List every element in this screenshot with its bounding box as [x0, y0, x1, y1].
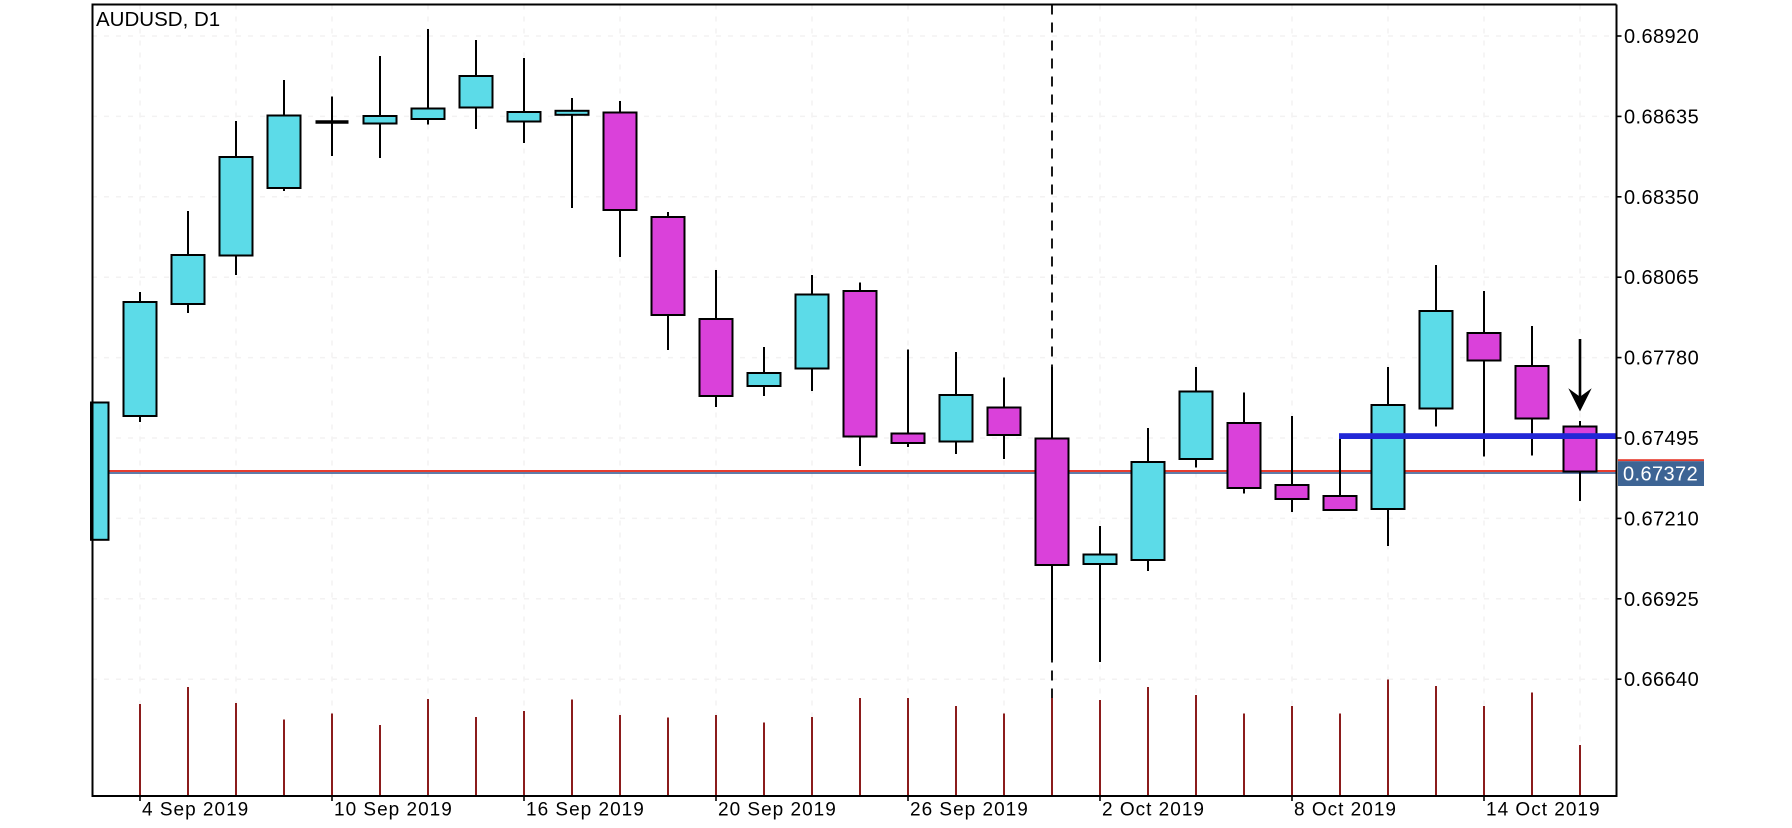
svg-text:14 Oct 2019: 14 Oct 2019 [1486, 800, 1601, 821]
svg-text:0.68350: 0.68350 [1624, 187, 1699, 209]
svg-text:0.68065: 0.68065 [1624, 267, 1699, 289]
svg-text:0.68920: 0.68920 [1624, 26, 1699, 48]
svg-text:0.66640: 0.66640 [1624, 669, 1699, 691]
svg-text:16 Sep 2019: 16 Sep 2019 [526, 800, 645, 821]
svg-text:20 Sep 2019: 20 Sep 2019 [718, 800, 837, 821]
svg-text:AUDUSD, D1: AUDUSD, D1 [96, 8, 220, 31]
svg-text:2 Oct 2019: 2 Oct 2019 [1102, 800, 1205, 821]
svg-text:0.66925: 0.66925 [1624, 589, 1699, 611]
svg-text:10 Sep 2019: 10 Sep 2019 [334, 800, 453, 821]
svg-text:26 Sep 2019: 26 Sep 2019 [910, 800, 1029, 821]
svg-text:0.67210: 0.67210 [1624, 508, 1699, 530]
svg-text:4 Sep 2019: 4 Sep 2019 [142, 800, 249, 821]
svg-text:0.67495: 0.67495 [1624, 428, 1699, 450]
svg-text:0.67372: 0.67372 [1623, 464, 1698, 486]
svg-text:0.68635: 0.68635 [1624, 106, 1699, 128]
svg-text:0.67780: 0.67780 [1624, 348, 1699, 370]
svg-text:8 Oct 2019: 8 Oct 2019 [1294, 800, 1397, 821]
